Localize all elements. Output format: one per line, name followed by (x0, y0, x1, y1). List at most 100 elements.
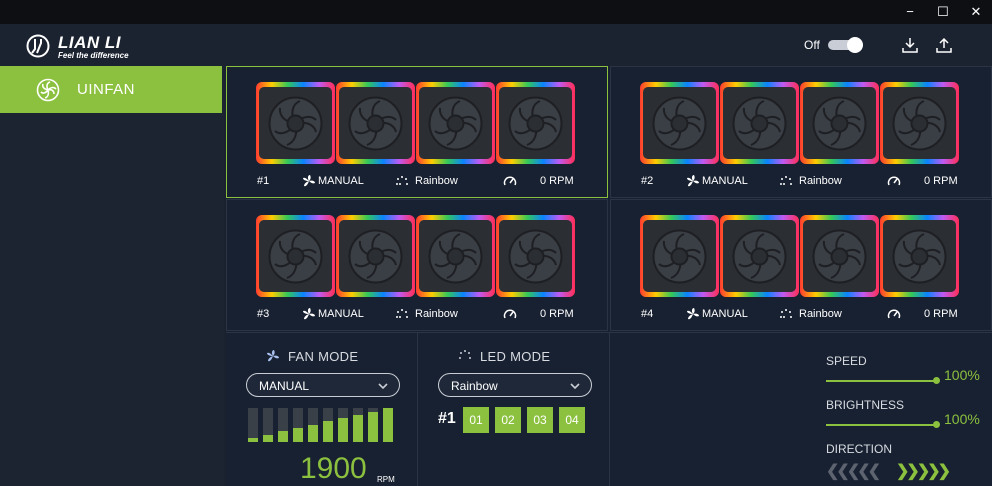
brightness-label: BRIGHTNESS (826, 398, 905, 412)
fan-blades-icon (268, 229, 323, 284)
fan-icon (687, 175, 699, 187)
led-icon (780, 309, 792, 318)
minimize-button[interactable]: − (906, 4, 914, 19)
sidebar: UINFAN (0, 66, 224, 486)
fan-level-bar (368, 408, 378, 442)
fan-unit (880, 82, 959, 164)
speed-slider-track[interactable] (826, 380, 936, 382)
fan-blades-icon (812, 229, 867, 284)
brightness-slider-track[interactable] (826, 424, 936, 426)
fan-blades-icon (892, 96, 947, 151)
upload-icon[interactable] (934, 35, 954, 55)
panel-rpm: 0 RPM (924, 308, 958, 320)
led-channel-label: #1 (438, 410, 456, 427)
direction-label: DIRECTION (826, 442, 892, 456)
led-mode-select[interactable]: Rainbow (438, 373, 592, 397)
fan-level-bar (338, 408, 348, 442)
fan-unit (496, 215, 575, 297)
fan-unit (800, 82, 879, 164)
fan-group-panel[interactable]: #4 MANUAL Rainbow 0 RPM (610, 199, 992, 331)
panel-id: #3 (257, 308, 270, 320)
maximize-button[interactable]: ☐ (937, 4, 949, 19)
led-icon (459, 350, 471, 359)
power-toggle[interactable] (826, 37, 863, 53)
chevron-down-icon (570, 383, 580, 390)
fan-level-bar (353, 408, 363, 442)
fan-blades-icon (732, 96, 787, 151)
close-button[interactable]: ✕ (970, 4, 982, 19)
fan-icon (36, 78, 60, 102)
fan-mode-title: FAN MODE (288, 349, 359, 364)
panel-fan-mode: MANUAL (318, 308, 364, 320)
fan-blades-icon (652, 229, 707, 284)
fan-unit (496, 82, 575, 164)
panel-led-mode: Rainbow (799, 175, 842, 187)
direction-left-button[interactable]: ❮❮❮❮❮ (826, 463, 881, 480)
fan-unit (640, 215, 719, 297)
fan-strip (256, 215, 576, 297)
panel-led-mode: Rainbow (799, 308, 842, 320)
speed-slider-handle[interactable] (933, 377, 940, 384)
fan-blades-icon (348, 229, 403, 284)
led-channel-02-button[interactable]: 02 (495, 407, 521, 433)
led-mode-section: LED MODE Rainbow #1 01 02 03 04 (418, 332, 610, 486)
panel-fan-mode: MANUAL (702, 175, 748, 187)
fan-unit (256, 215, 335, 297)
app-header: LIAN LI Feel the difference Off (0, 24, 992, 66)
fan-blades-icon (508, 229, 563, 284)
led-channel-01-button[interactable]: 01 (463, 407, 489, 433)
panel-led-mode: Rainbow (415, 308, 458, 320)
fan-unit (256, 82, 335, 164)
fan-icon (267, 350, 279, 362)
speedometer-icon (503, 176, 517, 186)
fan-unit (336, 215, 415, 297)
chevron-down-icon (378, 383, 388, 390)
brightness-slider-handle[interactable] (933, 421, 940, 428)
brand-name: LIAN LI (58, 33, 121, 52)
led-mode-title: LED MODE (480, 349, 551, 364)
fan-icon (303, 308, 315, 320)
fan-level-bar (293, 408, 303, 442)
fan-rpm-value: 1900 (300, 452, 367, 485)
panel-led-mode: Rainbow (415, 175, 458, 187)
fan-group-panel[interactable]: #2 MANUAL Rainbow 0 RPM (610, 66, 992, 198)
fan-icon (303, 175, 315, 187)
fan-level-bar (278, 408, 288, 442)
fan-blades-icon (732, 229, 787, 284)
fan-mode-value: MANUAL (259, 379, 310, 393)
speedometer-icon (887, 176, 901, 186)
download-icon[interactable] (900, 35, 920, 55)
led-icon (780, 176, 792, 185)
fan-strip (640, 215, 960, 297)
power-label: Off (804, 38, 820, 52)
fan-strip (256, 82, 576, 164)
led-channel-03-button[interactable]: 03 (527, 407, 553, 433)
led-icon (396, 176, 408, 185)
fan-mode-select[interactable]: MANUAL (246, 373, 400, 397)
panel-id: #4 (641, 308, 654, 320)
panel-fan-mode: MANUAL (318, 175, 364, 187)
fan-group-panel[interactable]: #1 MANUAL Rainbow 0 RPM (226, 66, 608, 198)
fan-level-bar (248, 408, 258, 442)
speed-label: SPEED (826, 354, 867, 368)
fan-level-bar (323, 408, 333, 442)
fan-mode-section: FAN MODE MANUAL 1900 RPM (226, 332, 418, 486)
fan-unit (416, 82, 495, 164)
brightness-value: 100% (944, 411, 980, 427)
panel-fan-mode: MANUAL (702, 308, 748, 320)
sidebar-item-uinfan[interactable]: UINFAN (0, 66, 222, 113)
fan-unit (720, 82, 799, 164)
led-channel-04-button[interactable]: 04 (559, 407, 585, 433)
fan-strip (640, 82, 960, 164)
panel-id: #1 (257, 175, 270, 187)
fan-blades-icon (268, 96, 323, 151)
fan-unit (800, 215, 879, 297)
fan-unit (336, 82, 415, 164)
fan-blades-icon (812, 96, 867, 151)
direction-right-button[interactable]: ❯❯❯❯❯ (896, 463, 951, 480)
fan-level-bar (308, 408, 318, 442)
sidebar-item-label: UINFAN (77, 81, 136, 98)
panel-rpm: 0 RPM (540, 175, 574, 187)
fan-blades-icon (508, 96, 563, 151)
fan-group-panel[interactable]: #3 MANUAL Rainbow 0 RPM (226, 199, 608, 331)
